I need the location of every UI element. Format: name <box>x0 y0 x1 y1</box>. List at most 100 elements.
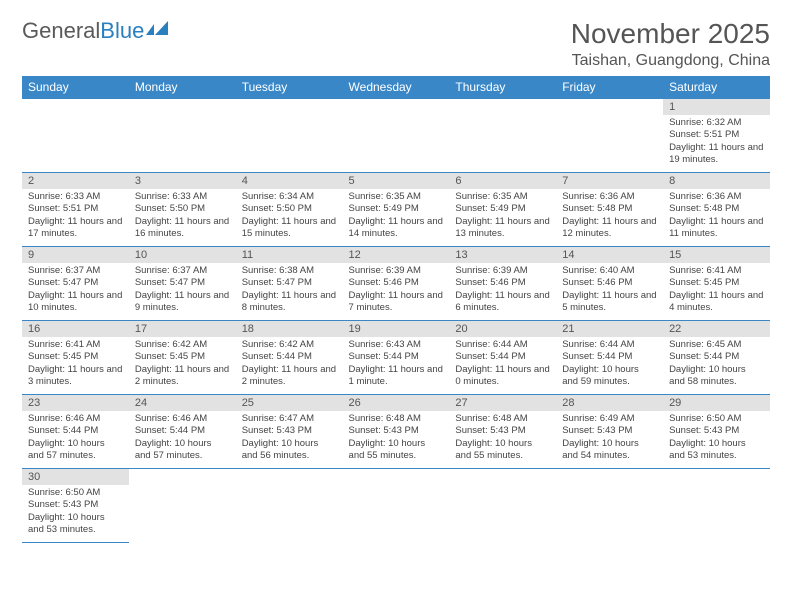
day-cell: 25Sunrise: 6:47 AMSunset: 5:43 PMDayligh… <box>236 395 343 469</box>
day-cell: 19Sunrise: 6:43 AMSunset: 5:44 PMDayligh… <box>343 321 450 395</box>
day-cell: 15Sunrise: 6:41 AMSunset: 5:45 PMDayligh… <box>663 247 770 321</box>
day-cell: 22Sunrise: 6:45 AMSunset: 5:44 PMDayligh… <box>663 321 770 395</box>
day-details: Sunrise: 6:33 AMSunset: 5:51 PMDaylight:… <box>22 189 129 244</box>
day-number: 20 <box>449 321 556 337</box>
day-cell: 4Sunrise: 6:34 AMSunset: 5:50 PMDaylight… <box>236 173 343 247</box>
day-number: 12 <box>343 247 450 263</box>
day-details: Sunrise: 6:44 AMSunset: 5:44 PMDaylight:… <box>556 337 663 392</box>
calendar-row: 16Sunrise: 6:41 AMSunset: 5:45 PMDayligh… <box>22 321 770 395</box>
day-number: 18 <box>236 321 343 337</box>
empty-cell <box>449 469 556 543</box>
day-details: Sunrise: 6:41 AMSunset: 5:45 PMDaylight:… <box>663 263 770 318</box>
day-number: 27 <box>449 395 556 411</box>
calendar-row: 2Sunrise: 6:33 AMSunset: 5:51 PMDaylight… <box>22 173 770 247</box>
weekday-header: Saturday <box>663 76 770 99</box>
day-number: 5 <box>343 173 450 189</box>
day-cell: 21Sunrise: 6:44 AMSunset: 5:44 PMDayligh… <box>556 321 663 395</box>
day-number: 9 <box>22 247 129 263</box>
day-number: 25 <box>236 395 343 411</box>
day-cell: 18Sunrise: 6:42 AMSunset: 5:44 PMDayligh… <box>236 321 343 395</box>
day-cell: 13Sunrise: 6:39 AMSunset: 5:46 PMDayligh… <box>449 247 556 321</box>
day-number: 19 <box>343 321 450 337</box>
day-cell: 2Sunrise: 6:33 AMSunset: 5:51 PMDaylight… <box>22 173 129 247</box>
day-cell: 29Sunrise: 6:50 AMSunset: 5:43 PMDayligh… <box>663 395 770 469</box>
day-cell: 10Sunrise: 6:37 AMSunset: 5:47 PMDayligh… <box>129 247 236 321</box>
day-details: Sunrise: 6:34 AMSunset: 5:50 PMDaylight:… <box>236 189 343 244</box>
logo-text-blue: Blue <box>100 18 144 44</box>
day-details: Sunrise: 6:35 AMSunset: 5:49 PMDaylight:… <box>343 189 450 244</box>
empty-cell <box>556 469 663 543</box>
day-cell: 11Sunrise: 6:38 AMSunset: 5:47 PMDayligh… <box>236 247 343 321</box>
day-cell: 8Sunrise: 6:36 AMSunset: 5:48 PMDaylight… <box>663 173 770 247</box>
day-details: Sunrise: 6:32 AMSunset: 5:51 PMDaylight:… <box>663 115 770 170</box>
empty-cell <box>449 99 556 173</box>
weekday-header: Wednesday <box>343 76 450 99</box>
day-details: Sunrise: 6:36 AMSunset: 5:48 PMDaylight:… <box>663 189 770 244</box>
day-number: 11 <box>236 247 343 263</box>
day-details: Sunrise: 6:39 AMSunset: 5:46 PMDaylight:… <box>343 263 450 318</box>
day-number: 7 <box>556 173 663 189</box>
day-number: 2 <box>22 173 129 189</box>
logo-text-general: General <box>22 18 100 44</box>
day-number: 29 <box>663 395 770 411</box>
day-number: 8 <box>663 173 770 189</box>
title-block: November 2025 Taishan, Guangdong, China <box>571 18 770 70</box>
day-cell: 12Sunrise: 6:39 AMSunset: 5:46 PMDayligh… <box>343 247 450 321</box>
day-details: Sunrise: 6:37 AMSunset: 5:47 PMDaylight:… <box>129 263 236 318</box>
day-cell: 14Sunrise: 6:40 AMSunset: 5:46 PMDayligh… <box>556 247 663 321</box>
calendar-row: 9Sunrise: 6:37 AMSunset: 5:47 PMDaylight… <box>22 247 770 321</box>
day-details: Sunrise: 6:36 AMSunset: 5:48 PMDaylight:… <box>556 189 663 244</box>
location: Taishan, Guangdong, China <box>571 52 770 70</box>
day-number: 4 <box>236 173 343 189</box>
empty-cell <box>236 99 343 173</box>
calendar-row: 23Sunrise: 6:46 AMSunset: 5:44 PMDayligh… <box>22 395 770 469</box>
header: GeneralBlue November 2025 Taishan, Guang… <box>22 18 770 70</box>
day-cell: 16Sunrise: 6:41 AMSunset: 5:45 PMDayligh… <box>22 321 129 395</box>
empty-cell <box>129 99 236 173</box>
day-cell: 17Sunrise: 6:42 AMSunset: 5:45 PMDayligh… <box>129 321 236 395</box>
day-number: 23 <box>22 395 129 411</box>
day-number: 30 <box>22 469 129 485</box>
day-details: Sunrise: 6:42 AMSunset: 5:44 PMDaylight:… <box>236 337 343 392</box>
empty-cell <box>22 99 129 173</box>
day-number: 28 <box>556 395 663 411</box>
empty-cell <box>129 469 236 543</box>
empty-cell <box>556 99 663 173</box>
weekday-header: Monday <box>129 76 236 99</box>
calendar-table: Sunday Monday Tuesday Wednesday Thursday… <box>22 76 770 543</box>
weekday-header-row: Sunday Monday Tuesday Wednesday Thursday… <box>22 76 770 99</box>
day-number: 24 <box>129 395 236 411</box>
day-number: 3 <box>129 173 236 189</box>
day-number: 21 <box>556 321 663 337</box>
day-number: 22 <box>663 321 770 337</box>
empty-cell <box>236 469 343 543</box>
day-number: 13 <box>449 247 556 263</box>
day-cell: 7Sunrise: 6:36 AMSunset: 5:48 PMDaylight… <box>556 173 663 247</box>
month-title: November 2025 <box>571 18 770 50</box>
day-cell: 30Sunrise: 6:50 AMSunset: 5:43 PMDayligh… <box>22 469 129 543</box>
day-details: Sunrise: 6:46 AMSunset: 5:44 PMDaylight:… <box>22 411 129 466</box>
day-details: Sunrise: 6:37 AMSunset: 5:47 PMDaylight:… <box>22 263 129 318</box>
day-number: 14 <box>556 247 663 263</box>
day-cell: 6Sunrise: 6:35 AMSunset: 5:49 PMDaylight… <box>449 173 556 247</box>
day-details: Sunrise: 6:38 AMSunset: 5:47 PMDaylight:… <box>236 263 343 318</box>
day-cell: 24Sunrise: 6:46 AMSunset: 5:44 PMDayligh… <box>129 395 236 469</box>
weekday-header: Friday <box>556 76 663 99</box>
day-details: Sunrise: 6:42 AMSunset: 5:45 PMDaylight:… <box>129 337 236 392</box>
day-cell: 5Sunrise: 6:35 AMSunset: 5:49 PMDaylight… <box>343 173 450 247</box>
day-details: Sunrise: 6:45 AMSunset: 5:44 PMDaylight:… <box>663 337 770 392</box>
day-number: 10 <box>129 247 236 263</box>
day-cell: 28Sunrise: 6:49 AMSunset: 5:43 PMDayligh… <box>556 395 663 469</box>
day-details: Sunrise: 6:47 AMSunset: 5:43 PMDaylight:… <box>236 411 343 466</box>
day-details: Sunrise: 6:46 AMSunset: 5:44 PMDaylight:… <box>129 411 236 466</box>
day-details: Sunrise: 6:48 AMSunset: 5:43 PMDaylight:… <box>449 411 556 466</box>
day-number: 17 <box>129 321 236 337</box>
empty-cell <box>343 99 450 173</box>
day-details: Sunrise: 6:48 AMSunset: 5:43 PMDaylight:… <box>343 411 450 466</box>
empty-cell <box>663 469 770 543</box>
day-details: Sunrise: 6:39 AMSunset: 5:46 PMDaylight:… <box>449 263 556 318</box>
day-details: Sunrise: 6:41 AMSunset: 5:45 PMDaylight:… <box>22 337 129 392</box>
day-details: Sunrise: 6:49 AMSunset: 5:43 PMDaylight:… <box>556 411 663 466</box>
flag-icon <box>146 21 174 39</box>
weekday-header: Thursday <box>449 76 556 99</box>
